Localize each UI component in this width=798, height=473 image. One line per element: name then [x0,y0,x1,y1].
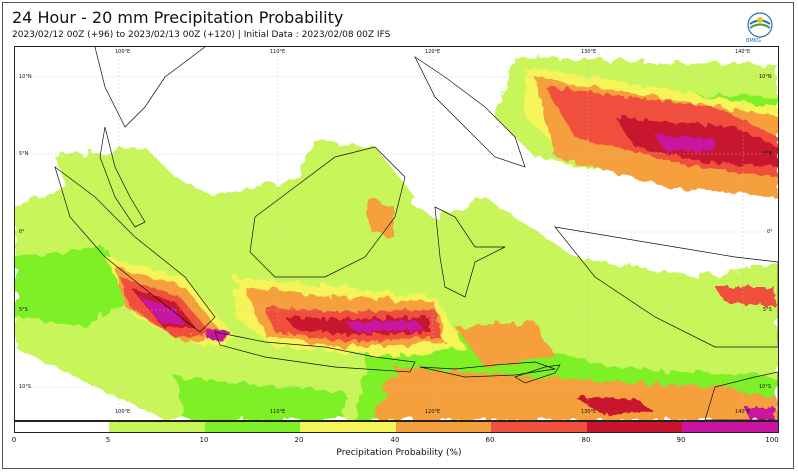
philippines-islands [414,55,526,168]
lat-label-left: 5°S [19,307,28,313]
lat-label-left: 0° [19,229,25,235]
colorbar [14,421,779,433]
colorbar-segment [587,422,682,432]
precipitation-map: 100°E 110°E 120°E 130°E 140°E 100°E 110°… [14,46,779,421]
malay-peninsula [99,126,146,228]
colorbar-segment [682,422,778,432]
colorbar-tick: 60 [485,436,495,444]
new-guinea-island [554,226,778,348]
colorbar-tick: 100 [765,436,779,444]
lon-label-top: 100°E [115,49,131,55]
lon-label-bottom: 130°E [581,409,597,415]
colorbar-title: Precipitation Probability (%) [336,448,462,458]
colorbar-tick: 10 [199,436,209,444]
figure-title: 24 Hour - 20 mm Precipitation Probabilit… [12,8,344,27]
borneo-island [249,146,406,278]
lat-label-right: 5°N [763,151,773,157]
colorbar-tick: 40 [390,436,400,444]
indochina-coast [94,47,206,128]
colorbar-segment [491,422,587,432]
lon-label-top: 140°E [735,49,751,55]
colorbar-tick: 20 [294,436,304,444]
lon-label-bottom: 110°E [270,409,286,415]
bmkg-logo-icon [747,12,773,38]
colorbar-segment [15,422,109,432]
colorbar-tick: 0 [11,436,17,444]
sumatra-island [54,166,216,333]
lon-label-bottom: 140°E [735,409,751,415]
java-island [214,331,416,373]
colorbar-tick: 90 [676,436,686,444]
australia-coast [704,371,778,420]
lon-label-top: 130°E [581,49,597,55]
colorbar-segment [109,422,205,432]
figure-subtitle: 2023/02/12 00Z (+96) to 2023/02/13 00Z (… [12,30,391,40]
sulawesi-island [434,206,506,298]
coastlines [54,47,778,420]
colorbar-segment [300,422,396,432]
lat-label-right: 5°S [763,307,772,313]
lat-label-right: 10°S [759,384,772,390]
map-canvas [15,47,778,420]
lon-label-bottom: 120°E [425,409,441,415]
lat-label-left: 10°S [19,384,32,390]
colorbar-segment [396,422,491,432]
lon-label-top: 120°E [425,49,441,55]
lat-label-right: 0° [767,229,773,235]
graticule [15,47,778,420]
lon-label-bottom: 100°E [115,409,131,415]
timor-island [514,364,561,384]
lat-label-left: 10°N [19,74,32,80]
logo-caption: BMKG [746,38,761,44]
lon-label-top: 110°E [270,49,286,55]
colorbar-tick: 5 [105,436,111,444]
colorbar-segment [205,422,300,432]
colorbar-tick: 80 [581,436,591,444]
nusa-tenggara [419,361,556,378]
lat-label-right: 10°N [759,74,772,80]
lat-label-left: 5°N [19,151,29,157]
